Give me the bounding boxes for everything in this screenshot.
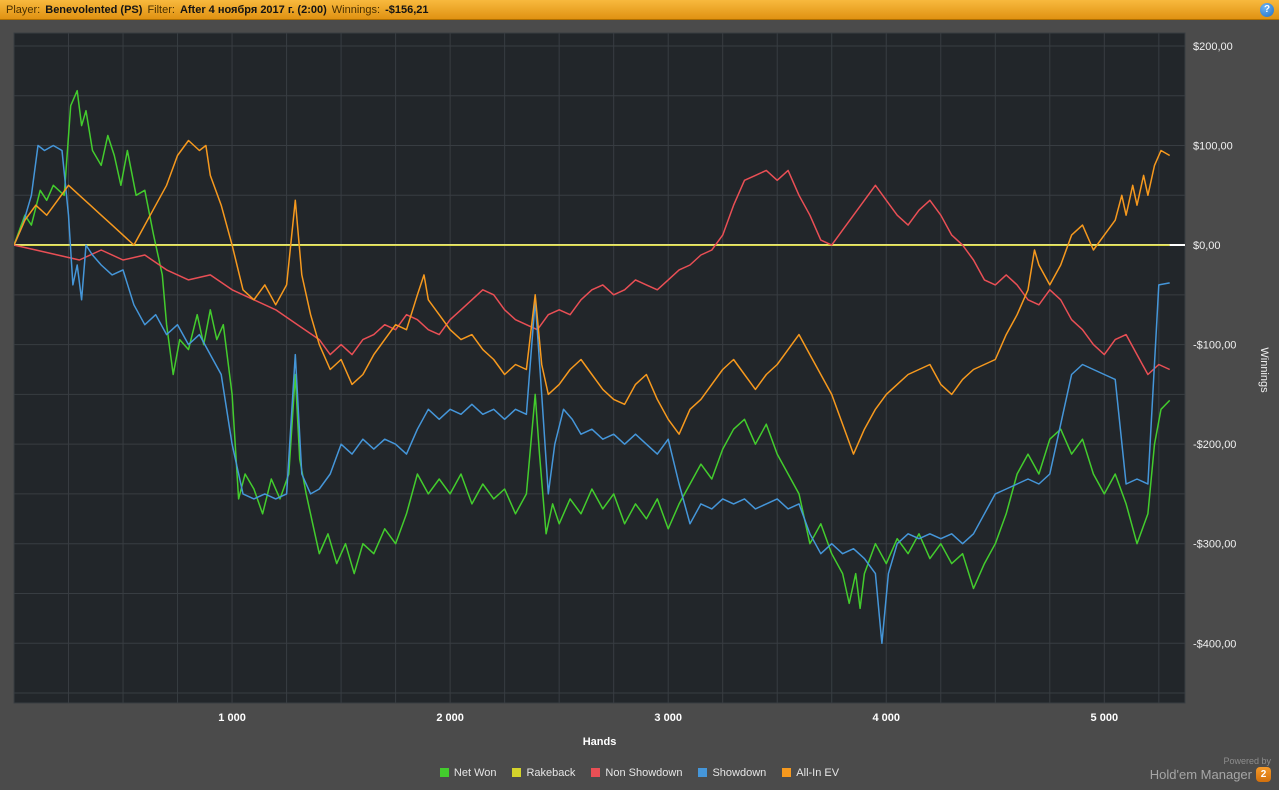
title-bar: Player: Benevolented (PS) Filter: After …	[0, 0, 1279, 20]
filter-value: After 4 ноября 2017 г. (2:00)	[179, 3, 327, 16]
x-tick-label: 2 000	[436, 712, 464, 724]
y-tick-label: $100,00	[1193, 140, 1233, 152]
y-tick-label: -$400,00	[1193, 638, 1236, 650]
legend-item-label: Non Showdown	[605, 766, 683, 779]
legend-swatch-icon	[512, 768, 522, 777]
series-line-non-showdown	[14, 169, 1171, 376]
bottom-bar: Net Won Rakeback Non Showdown Showdown All-I…	[0, 755, 1279, 790]
plot-border	[13, 32, 1186, 704]
winnings-chart: $200,00 $100,00 $0,00 -$100,00 -$200,00 -$300…	[13, 32, 1270, 748]
player-label: Player:	[6, 3, 41, 16]
legend-item-rakeback[interactable]: Rakeback	[512, 767, 575, 779]
legend-item-label: Rakeback	[526, 766, 576, 779]
filter-label: Filter:	[147, 3, 175, 16]
winnings-label: Winnings:	[331, 3, 381, 16]
x-tick-label: 5 000	[1091, 712, 1119, 724]
powered-by: Powered by Hold'em Manager 2	[1149, 756, 1271, 783]
help-icon[interactable]: ?	[1260, 3, 1274, 17]
legend-item-label: Net Won	[453, 766, 497, 779]
brand-name: Hold'em Manager	[1149, 766, 1252, 782]
legend-swatch-icon	[782, 768, 792, 777]
player-value: Benevolented (PS)	[45, 3, 143, 16]
winnings-value: -$156,21	[385, 3, 429, 16]
legend-swatch-icon	[439, 768, 449, 777]
legend-item-label: All-In EV	[796, 766, 840, 779]
plot-area	[14, 33, 1185, 703]
legend-item-showdown[interactable]: Showdown	[698, 767, 766, 779]
powered-by-label: Powered by	[1223, 756, 1271, 766]
legend: Net Won Rakeback Non Showdown Showdown All-I…	[439, 766, 839, 779]
x-tick-label: 3 000	[654, 712, 682, 724]
series-line-net-won	[14, 89, 1171, 610]
y-tick-label: -$300,00	[1193, 539, 1236, 551]
legend-swatch-icon	[698, 768, 708, 777]
legend-item-all-in-ev[interactable]: All-In EV	[782, 767, 839, 779]
x-tick-label: 1 000	[218, 712, 246, 724]
x-axis-title: Hands	[583, 736, 617, 748]
series-line-showdown	[14, 144, 1170, 645]
brand-badge-icon: 2	[1256, 767, 1271, 783]
legend-item-non-showdown[interactable]: Non Showdown	[591, 767, 682, 779]
series-line-all-in-ev	[14, 139, 1171, 455]
legend-swatch-icon	[591, 768, 601, 777]
y-tick-label: $0,00	[1193, 240, 1221, 252]
legend-item-net-won[interactable]: Net Won	[439, 766, 497, 779]
y-tick-label: -$100,00	[1193, 340, 1236, 352]
x-tick-label: 4 000	[872, 712, 900, 724]
legend-item-label: Showdown	[712, 766, 767, 779]
y-tick-label: -$200,00	[1193, 439, 1236, 451]
y-axis-title: Winnings	[1258, 347, 1270, 393]
y-tick-label: $200,00	[1193, 41, 1233, 53]
